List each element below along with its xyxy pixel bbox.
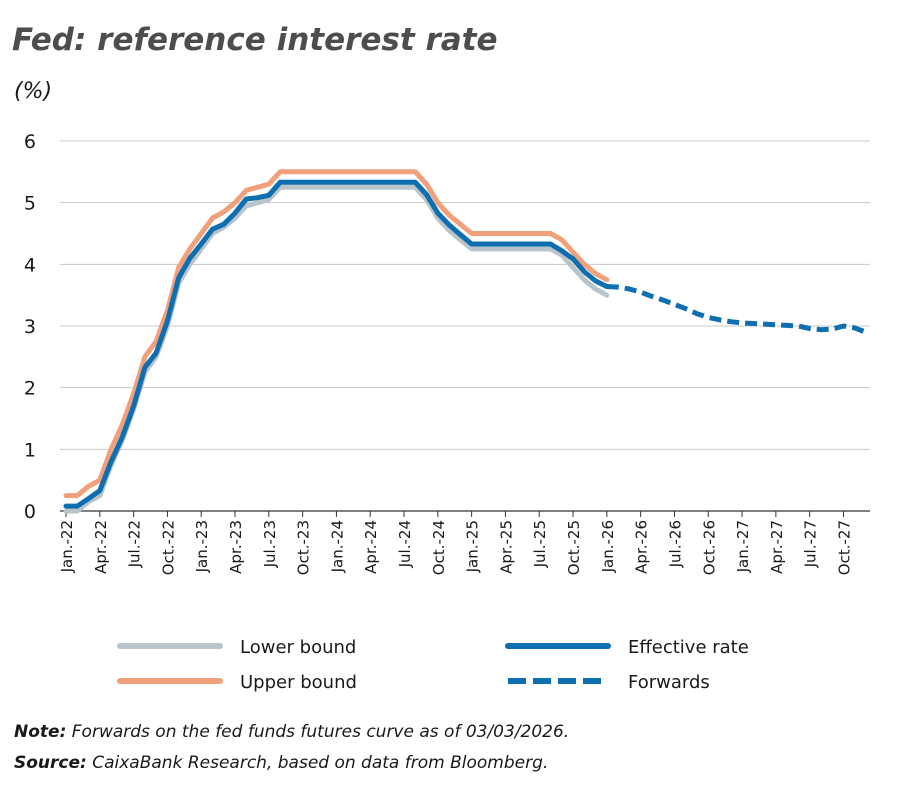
x-tick-label: Jul.-24 bbox=[396, 520, 414, 568]
legend-label: Upper bound bbox=[240, 672, 357, 693]
y-tick-label: 4 bbox=[24, 254, 36, 276]
x-tick-label: Jul.-23 bbox=[261, 520, 279, 568]
x-tick-label: Jan.-26 bbox=[599, 520, 617, 573]
legend-label: Forwards bbox=[628, 672, 710, 693]
y-tick-label: 0 bbox=[24, 501, 36, 523]
x-tick-label: Apr.-22 bbox=[92, 520, 110, 574]
x-tick-label: Jan.-22 bbox=[58, 520, 76, 573]
x-tick-label: Jan.-25 bbox=[464, 520, 482, 573]
x-tick-label: Oct.-22 bbox=[159, 520, 177, 575]
chart-title: Fed: reference interest rate bbox=[12, 22, 498, 58]
legend-label: Effective rate bbox=[628, 637, 749, 658]
y-tick-label: 5 bbox=[24, 193, 36, 215]
y-tick-label: 3 bbox=[24, 316, 36, 338]
line-3 bbox=[606, 284, 867, 335]
y-tick-label: 6 bbox=[24, 131, 36, 153]
x-tick-label: Apr.-24 bbox=[362, 520, 380, 574]
x-tick-label: Apr.-26 bbox=[633, 520, 651, 574]
x-tick-label: Oct.-25 bbox=[565, 520, 583, 575]
x-tick-label: Jul.-25 bbox=[531, 520, 549, 568]
x-tick-label: Apr.-27 bbox=[768, 520, 786, 574]
source-label: Source: bbox=[14, 753, 87, 773]
x-tick-label: Jan.-23 bbox=[193, 520, 211, 573]
y-tick-label: 1 bbox=[24, 439, 36, 461]
y-tick-label: 2 bbox=[24, 378, 36, 400]
x-tick-label: Jan.-24 bbox=[328, 520, 346, 573]
x-tick-label: Jul.-27 bbox=[802, 520, 820, 568]
x-tick-label: Apr.-23 bbox=[227, 520, 245, 574]
x-tick-label: Jan.-27 bbox=[734, 520, 752, 573]
legend-label: Lower bound bbox=[240, 637, 356, 658]
note-label: Note: bbox=[14, 722, 66, 742]
x-tick-label: Oct.-24 bbox=[430, 520, 448, 575]
chart-subtitle: (%) bbox=[14, 79, 52, 104]
note-text: Forwards on the fed funds futures curve … bbox=[72, 722, 569, 742]
source-text: CaixaBank Research, based on data from B… bbox=[92, 753, 548, 773]
line-2 bbox=[63, 179, 610, 509]
note: Note: Forwards on the fed funds futures … bbox=[14, 722, 569, 742]
line-1 bbox=[63, 169, 610, 499]
x-tick-label: Apr.-25 bbox=[497, 520, 515, 574]
x-tick-label: Oct.-23 bbox=[295, 520, 313, 575]
x-tick-label: Jul.-22 bbox=[126, 520, 144, 568]
x-tick-label: Oct.-27 bbox=[835, 520, 853, 575]
source: Source: CaixaBank Research, based on dat… bbox=[14, 753, 548, 773]
x-tick-label: Jul.-26 bbox=[666, 520, 684, 568]
x-tick-label: Oct.-26 bbox=[700, 520, 718, 575]
